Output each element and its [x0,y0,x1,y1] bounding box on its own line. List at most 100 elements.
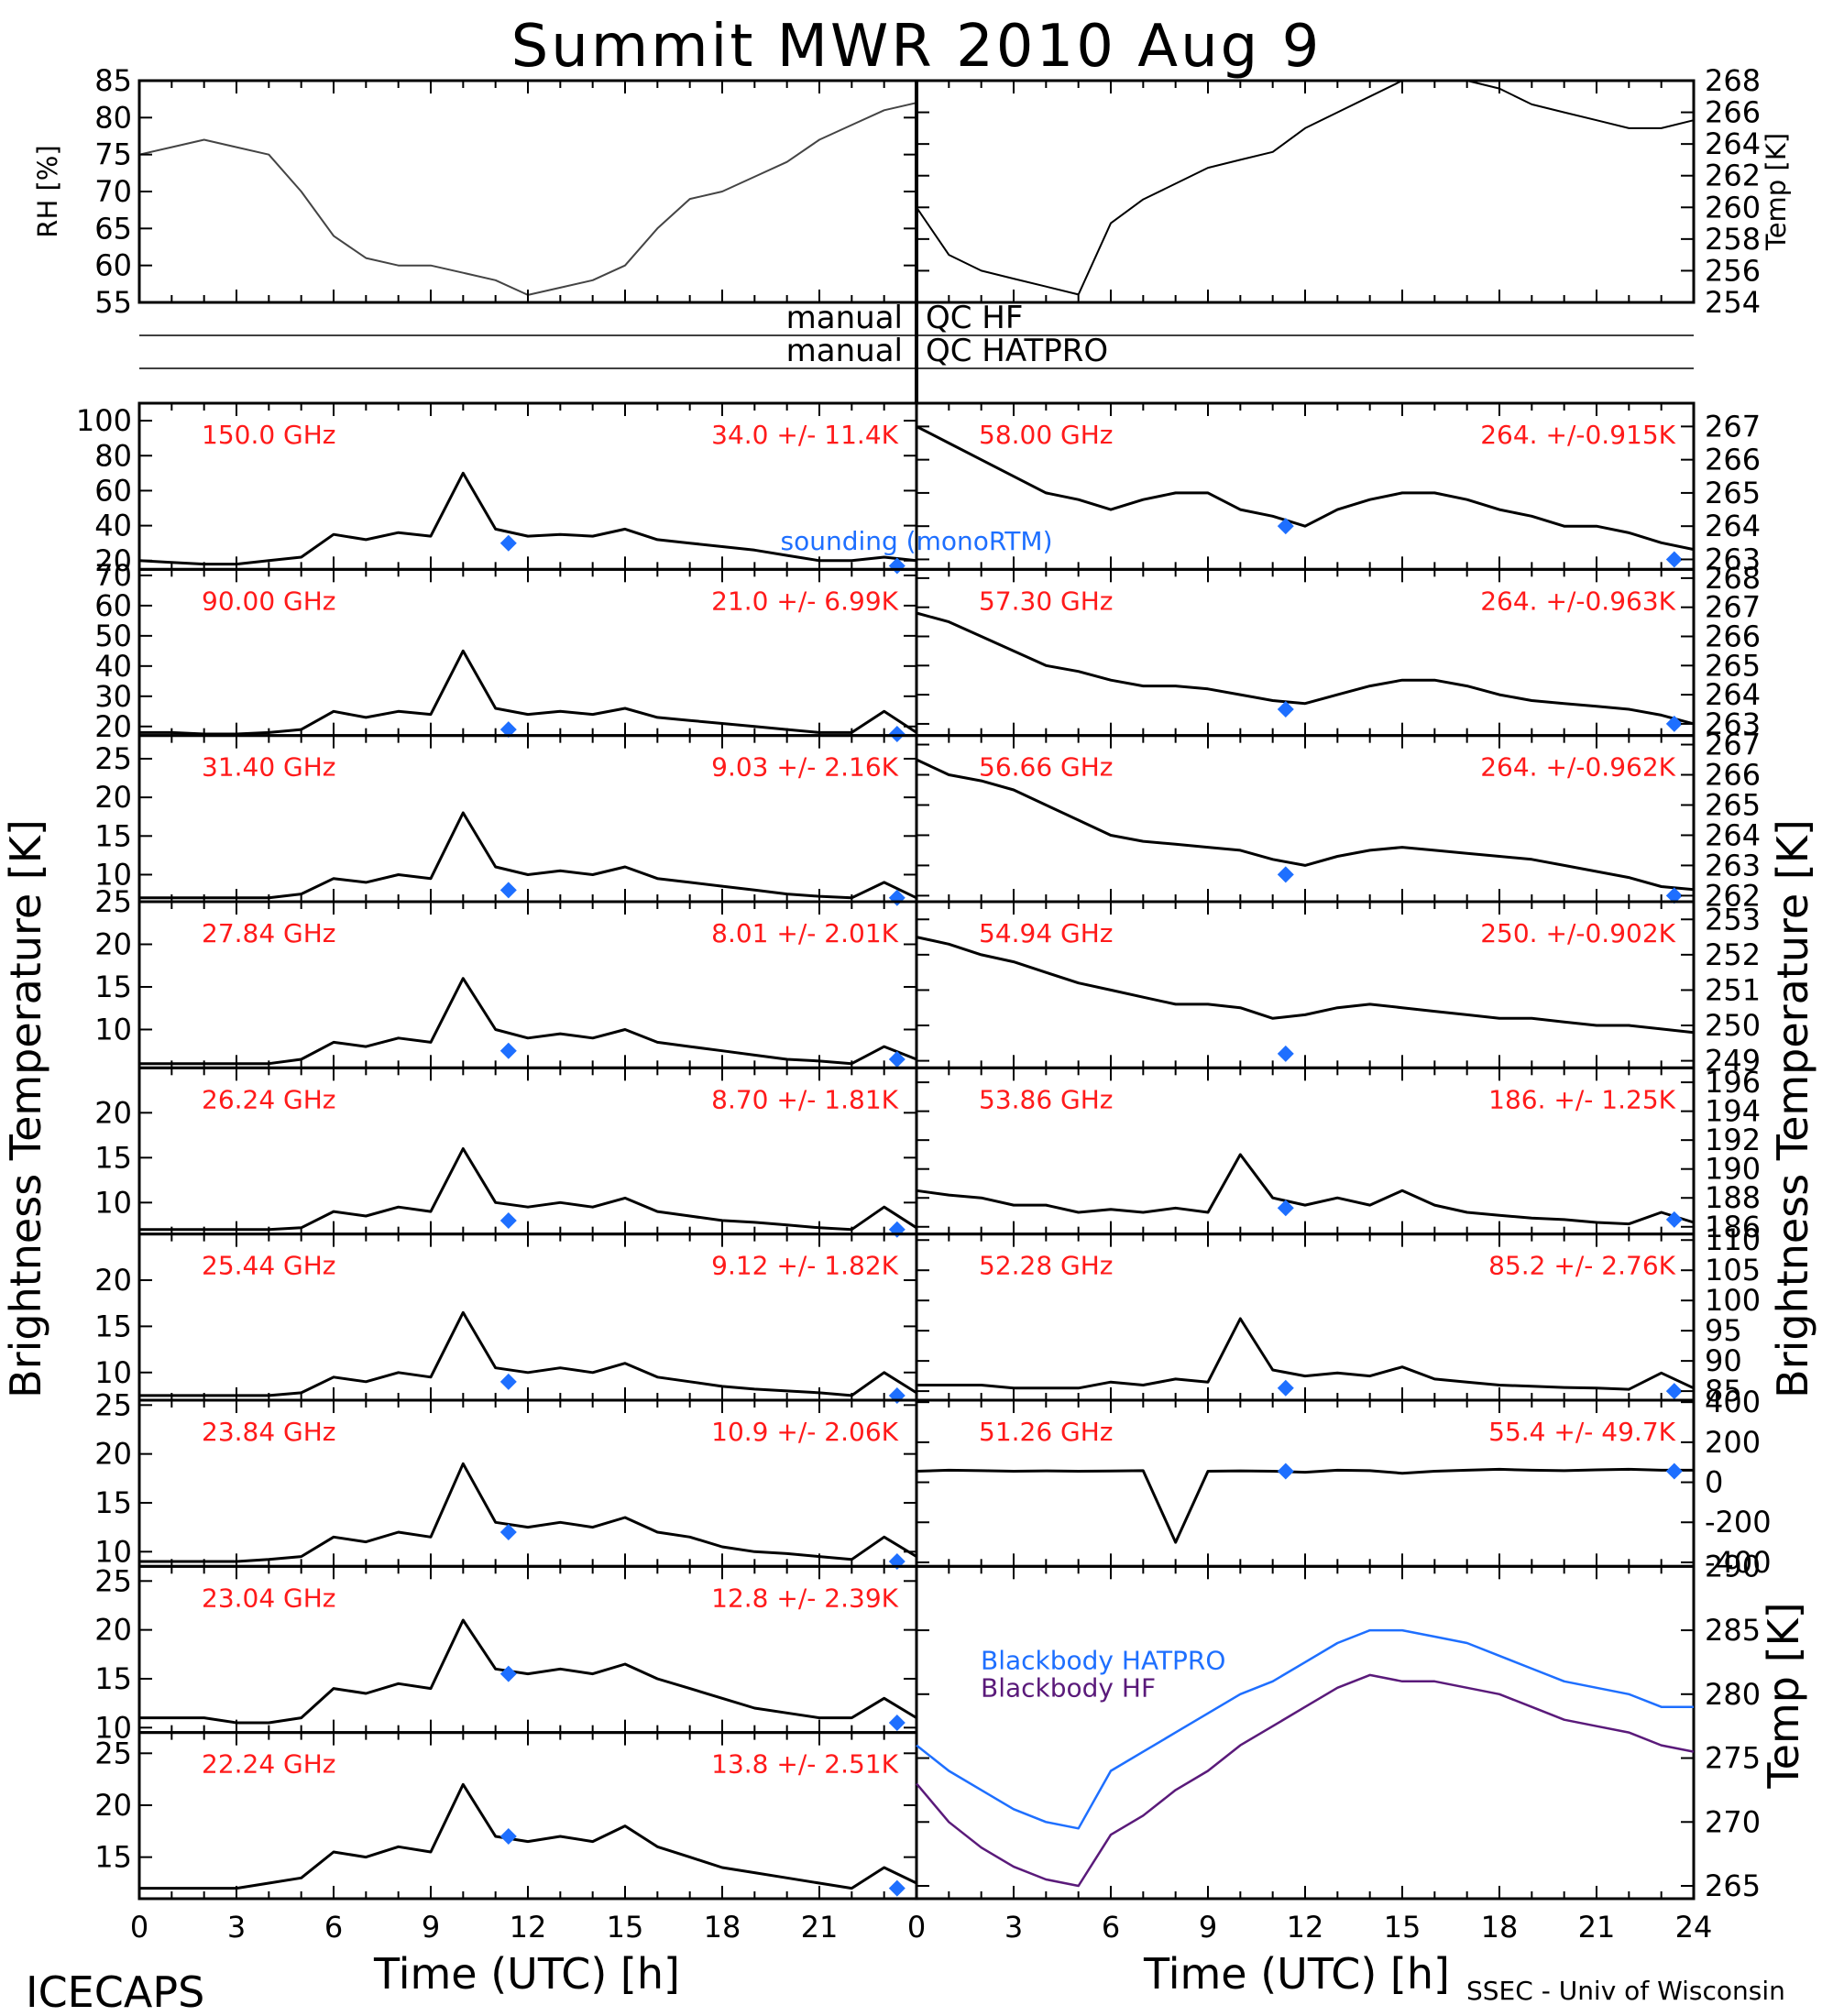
sounding-point [888,1714,906,1731]
y-tick-label: 254 [1705,285,1761,320]
y-tick-label: 280 [1705,1677,1761,1712]
x-tick-label: 9 [422,1910,440,1945]
hf-frequency-label: 23.84 GHz [202,1417,336,1447]
sounding-point [1277,1379,1294,1397]
x-tick-label: 21 [1578,1910,1616,1945]
sounding-point [499,534,517,552]
y-tick-label: -200 [1705,1505,1772,1539]
hf-series [138,471,917,566]
hatpro-frequency-label: 58.00 GHz [979,420,1114,450]
y-tick-label: 85 [1705,1374,1742,1408]
y-tick-label: 263 [1705,707,1761,741]
y-tick-label: 20 [94,1788,132,1823]
hf-stat-label: 9.12 +/- 1.82K [711,1251,898,1281]
y-tick-label: 80 [94,100,132,135]
x-tick-label: 15 [1384,1910,1421,1945]
sounding-point [499,1373,517,1390]
y-tick-label: 265 [1705,476,1761,510]
y-tick-label: 25 [94,884,132,919]
hatpro-frequency-label: 56.66 GHz [979,752,1114,783]
x-axis-label: Time (UTC) [h] [373,1949,680,1999]
y-tick-label: 20 [94,780,132,815]
y-tick-label: 105 [1705,1253,1761,1287]
y-tick-label: 267 [1705,590,1761,625]
sounding-point [1277,866,1294,883]
hf-stat-label: 21.0 +/- 6.99K [711,586,898,616]
y-tick-label: 0 [1705,1465,1723,1500]
y-tick-label: 265 [1705,648,1761,683]
y-tick-label: 110 [1705,1222,1761,1257]
qc-label: manual [786,300,903,336]
y-tick-label: 265 [1705,787,1761,822]
hf-stat-label: 8.70 +/- 1.81K [711,1084,898,1114]
y-tick-label: 275 [1705,1741,1761,1776]
panel-frame [137,79,918,304]
sounding-point [1277,1463,1294,1480]
y-tick-label: 10 [94,1534,132,1569]
x-tick-label: 12 [510,1910,547,1945]
x-tick-label: 18 [1481,1910,1519,1945]
sounding-point [888,1879,906,1897]
y-tick-label: 290 [1705,1549,1761,1583]
y-tick-label: 253 [1705,902,1761,937]
y-tick-label: 268 [1705,63,1761,98]
y-tick-label: 190 [1705,1152,1761,1187]
sounding-point [1277,1045,1294,1062]
y-tick-label: 251 [1705,972,1761,1007]
y-tick-label: 30 [94,679,132,714]
y-tick-label: 265 [1705,1868,1761,1903]
y-tick-label: 196 [1705,1065,1761,1100]
panel-frame [915,79,1696,304]
sounding-point [1665,1383,1683,1400]
hatpro-series [916,425,1695,552]
sounding-point [499,1665,517,1682]
y-tick-label: 262 [1705,159,1761,193]
y-tick-label: -400 [1705,1545,1772,1580]
y-tick-label: 40 [94,509,132,543]
hf-series [139,1147,917,1232]
y-tick-label: 15 [94,1309,132,1343]
y-tick-label: 85 [94,63,132,98]
y-tick-label: 264 [1705,817,1761,852]
sounding-point [1277,701,1294,718]
x-tick-label: 3 [1004,1910,1023,1945]
y-tick-label: 266 [1705,758,1761,793]
hf-series [139,1782,917,1890]
y-tick-label: 264 [1705,126,1761,161]
y-tick-label: 250 [1705,1008,1761,1043]
y-tick-label: 25 [94,1387,132,1422]
sounding-point [1665,715,1683,732]
y-tick-label: 10 [94,857,132,892]
hatpro-stat-label: 85.2 +/- 2.76K [1488,1251,1675,1281]
sounding-point [499,1042,517,1059]
y-tick-label: 100 [76,403,132,438]
hf-stat-label: 34.0 +/- 11.4K [711,420,898,450]
y-tick-label: 15 [94,1840,132,1875]
hf-frequency-label: 27.84 GHz [202,918,336,948]
y-tick-label: 256 [1705,253,1761,288]
x-tick-label: 21 [801,1910,839,1945]
hf-series [139,977,917,1066]
y-tick-label: 75 [94,137,132,172]
hatpro-series [916,758,1695,892]
y-tick-label: 262 [1705,878,1761,913]
plots-layer: 55606570758085254256258260262264266268RH… [1,63,1817,1999]
hf-stat-label: 13.8 +/- 2.51K [711,1749,898,1780]
y-tick-label: 186 [1705,1210,1761,1244]
hatpro-series [916,1317,1695,1391]
hf-frequency-label: 23.04 GHz [202,1583,336,1613]
y-tick-label: 10 [94,1012,132,1046]
y-tick-label: 15 [94,818,132,853]
panel-frame [915,1564,1696,1901]
y-tick-label: 90 [1705,1343,1742,1378]
x-tick-label: 9 [1199,1910,1217,1945]
y-tick-label: 50 [94,619,132,653]
x-tick-label: 6 [1102,1910,1120,1945]
y-tick-label: 400 [1705,1385,1761,1419]
y-tick-label: 25 [94,741,132,776]
y-tick-label: 70 [94,558,132,593]
temp-axis-label: Temp [K] [1761,133,1792,251]
hf-series [139,649,917,736]
x-tick-label: 24 [1675,1910,1713,1945]
y-tick-label: 20 [94,926,132,961]
